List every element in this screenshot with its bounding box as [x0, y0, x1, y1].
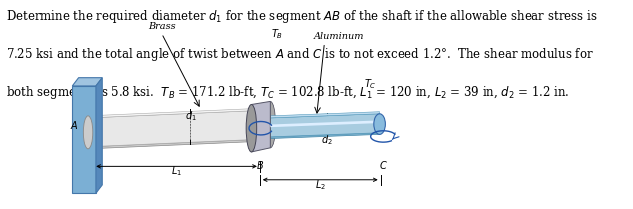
Ellipse shape: [265, 101, 275, 148]
Ellipse shape: [84, 116, 93, 149]
Polygon shape: [72, 78, 103, 86]
Text: $T_C$: $T_C$: [364, 77, 377, 91]
Text: both segments is 5.8 ksi.  $T_B$ = 171.2 lb-ft, $T_C$ = 102.8 lb-ft, $L_1$ = 120: both segments is 5.8 ksi. $T_B$ = 171.2 …: [6, 84, 569, 101]
Polygon shape: [88, 109, 254, 118]
Ellipse shape: [374, 114, 385, 134]
Text: $A$: $A$: [70, 119, 78, 131]
Text: Aluminum: Aluminum: [314, 32, 365, 41]
Text: $d_2$: $d_2$: [321, 134, 333, 148]
Text: Brass: Brass: [147, 22, 175, 31]
Text: 7.25 ksi and the total angle of twist between $A$ and $C$ is to not exceed 1.2°.: 7.25 ksi and the total angle of twist be…: [6, 46, 594, 63]
Text: $C$: $C$: [379, 159, 387, 171]
Text: Determine the required diameter $d_1$ for the segment $AB$ of the shaft if the a: Determine the required diameter $d_1$ fo…: [6, 8, 597, 25]
Polygon shape: [88, 111, 254, 147]
Polygon shape: [270, 133, 380, 139]
Polygon shape: [251, 101, 270, 152]
Text: $B$: $B$: [256, 159, 265, 171]
Polygon shape: [270, 114, 380, 137]
Text: $T_B$: $T_B$: [272, 27, 284, 41]
Text: $d_1$: $d_1$: [185, 109, 196, 123]
Polygon shape: [270, 112, 380, 118]
Polygon shape: [88, 140, 254, 149]
Polygon shape: [96, 78, 103, 193]
Text: $L_1$: $L_1$: [171, 165, 182, 178]
Polygon shape: [72, 86, 96, 193]
Text: $L_2$: $L_2$: [315, 178, 326, 192]
Polygon shape: [270, 120, 380, 127]
Ellipse shape: [246, 104, 256, 152]
